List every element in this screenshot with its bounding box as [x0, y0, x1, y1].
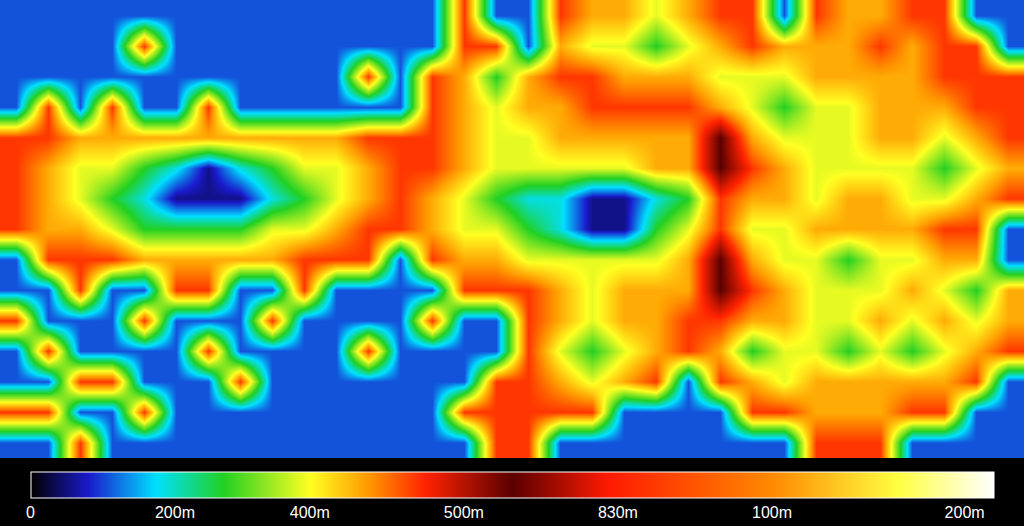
svg-text:500m: 500m	[444, 504, 484, 521]
svg-text:200m: 200m	[155, 504, 195, 521]
svg-text:200m: 200m	[945, 504, 985, 521]
svg-text:830m: 830m	[598, 504, 638, 521]
svg-text:400m: 400m	[290, 504, 330, 521]
svg-text:0: 0	[26, 504, 35, 521]
svg-text:100m: 100m	[752, 504, 792, 521]
